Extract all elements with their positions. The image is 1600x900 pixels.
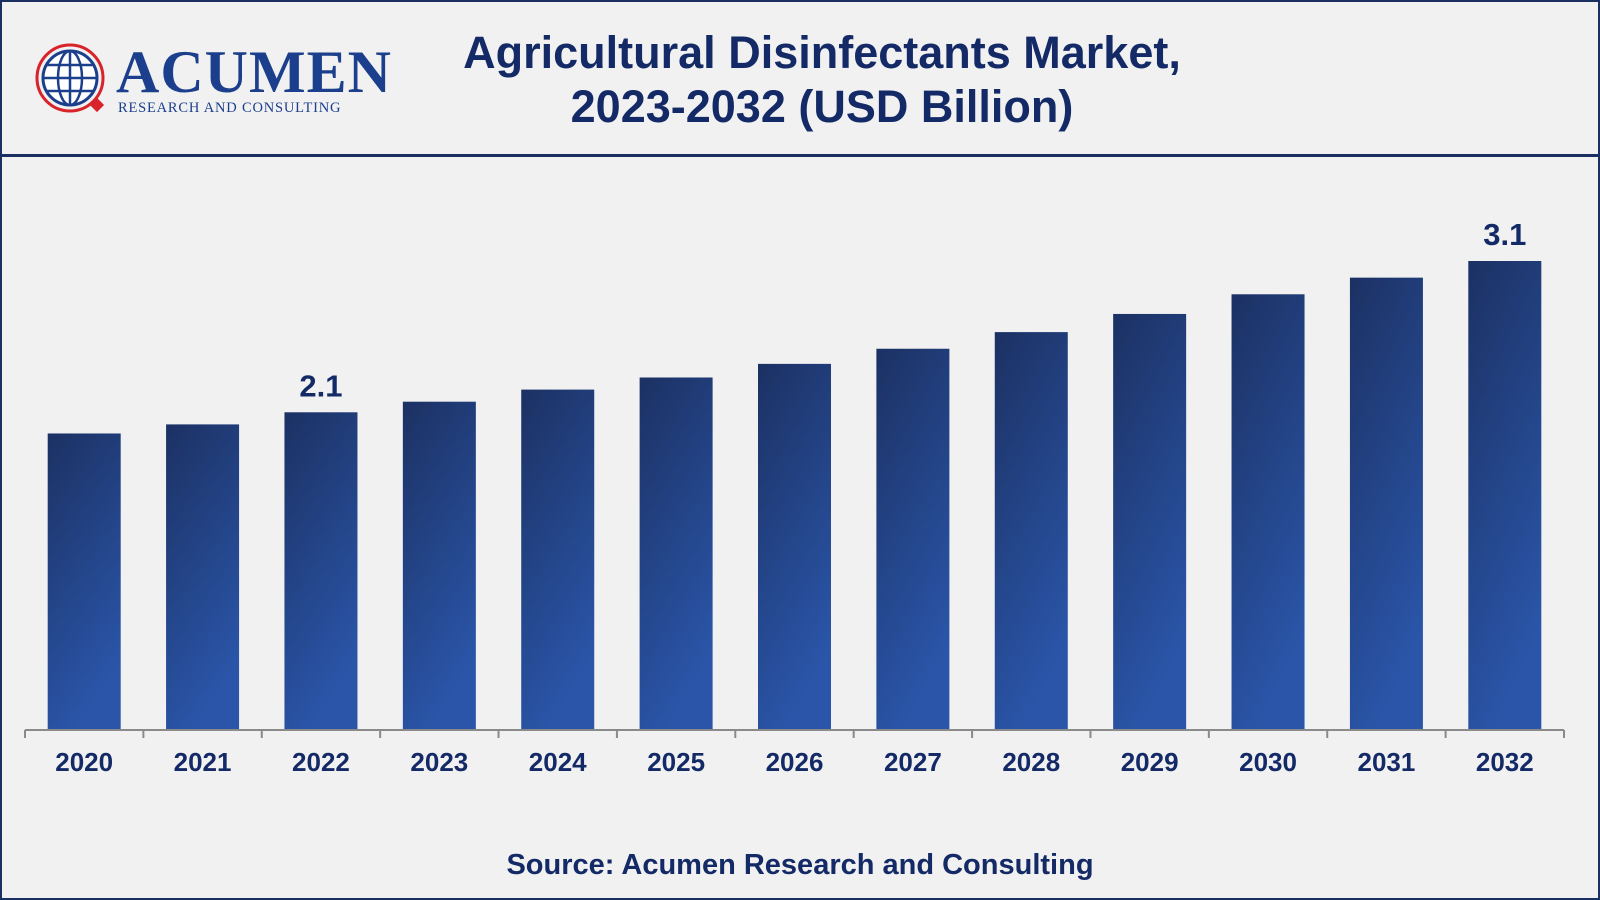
logo-wordmark: ACUMEN [116,39,392,105]
bar-2023 [402,401,476,730]
bar-2024 [521,389,595,730]
x-tick-label-2027: 2027 [884,747,942,777]
bar-2031 [1349,277,1423,730]
x-tick-label-2031: 2031 [1358,747,1416,777]
chart-title: Agricultural Disinfectants Market, 2023-… [382,26,1262,134]
bar-2022 [284,412,358,730]
chart-title-line-1: Agricultural Disinfectants Market, [463,27,1181,78]
x-tick-label-2023: 2023 [410,747,468,777]
bar-chart: 2020 2021 2022 2023 2024 2025 2026 2027 2028 2029… [24,217,1565,777]
bar-2021 [166,424,240,730]
data-label-2032: 3.1 [1483,217,1526,252]
globe-icon [35,43,105,113]
chart-title-line-2: 2023-2032 (USD Billion) [570,81,1074,132]
bars-layer [47,261,1542,730]
acumen-logo: ACUMEN RESEARCH AND CONSULTING [34,40,391,120]
x-tick-label-2022: 2022 [292,747,350,777]
x-tick-label-2024: 2024 [529,747,587,777]
x-tick-label-2032: 2032 [1476,747,1534,777]
x-tick-label-2026: 2026 [766,747,824,777]
x-axis: 2020 2021 2022 2023 2024 2025 2026 2027 2028 2029… [24,729,1565,777]
x-tick-label-2028: 2028 [1002,747,1060,777]
logo-tagline: RESEARCH AND CONSULTING [118,100,342,116]
data-label-2022: 2.1 [299,368,342,403]
bar-2027 [876,348,950,730]
x-tick-label-2025: 2025 [647,747,705,777]
labels-layer: 2.1 3.1 [299,217,1526,403]
bar-2020 [47,433,121,730]
bar-2026 [758,363,831,730]
x-tick-label-2020: 2020 [55,747,113,777]
bar-2032 [1468,261,1542,730]
x-tick-label-2021: 2021 [174,747,232,777]
bar-2028 [994,332,1068,730]
source-note: Source: Acumen Research and Consulting [506,849,1094,881]
bar-2025 [639,377,713,730]
bar-2030 [1231,294,1305,730]
header: ACUMEN RESEARCH AND CONSULTING Agricultu… [2,2,1598,157]
x-tick-label-2029: 2029 [1121,747,1179,777]
x-tick-label-2030: 2030 [1239,747,1297,777]
bar-2029 [1113,313,1187,730]
